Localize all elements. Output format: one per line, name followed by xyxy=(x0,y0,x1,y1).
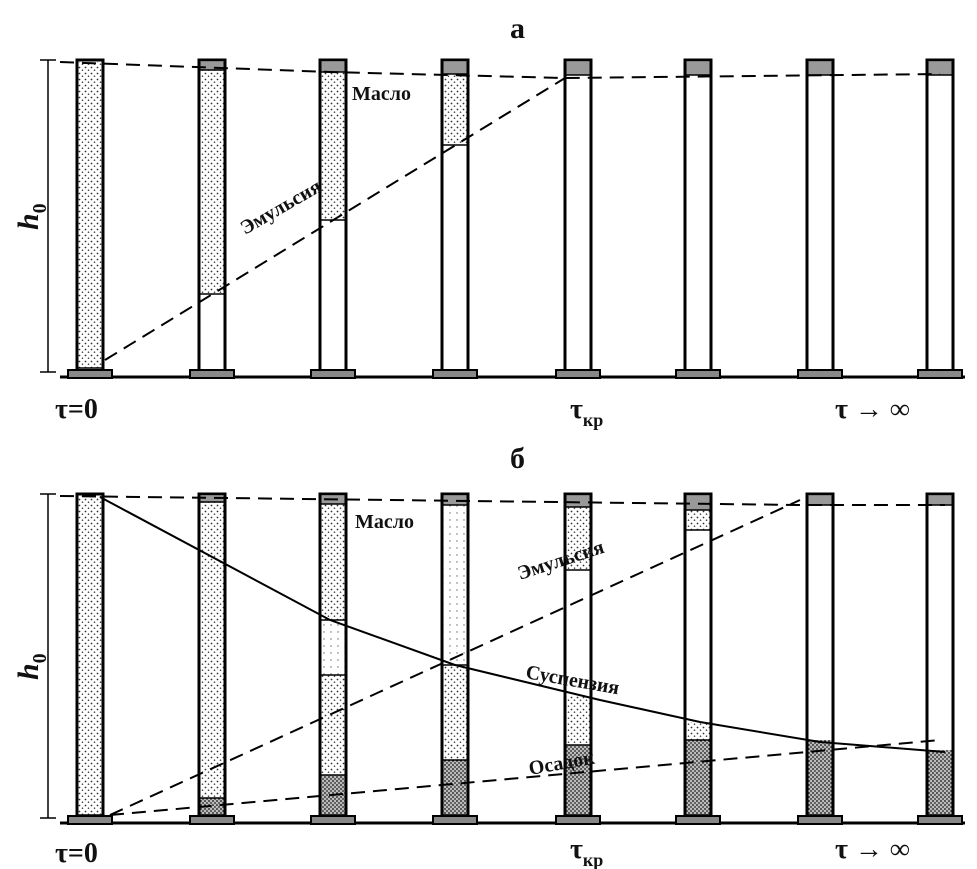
layer-fill xyxy=(320,62,346,72)
height-label: h0 xyxy=(12,203,51,230)
tube-fill xyxy=(807,60,833,372)
layer-fill xyxy=(442,496,468,505)
tube-base xyxy=(675,369,721,379)
layer-fill xyxy=(199,62,225,70)
tube-base xyxy=(797,815,843,825)
layer-fill xyxy=(320,72,346,220)
time-label: τкр xyxy=(570,834,603,869)
tube-base xyxy=(310,369,356,379)
layer-fill xyxy=(685,510,711,530)
tube-base xyxy=(189,369,235,379)
tube-base xyxy=(555,369,601,379)
layer-fill xyxy=(565,507,591,570)
layer-fill xyxy=(685,722,711,740)
layer-fill xyxy=(807,62,833,75)
layer-fill xyxy=(320,504,346,620)
drawing xyxy=(40,58,965,825)
layer-fill xyxy=(442,665,468,760)
panel-label: б xyxy=(510,442,525,475)
tube-fill xyxy=(927,60,953,372)
boundary-dash xyxy=(109,499,801,816)
layer-fill xyxy=(320,620,346,675)
layer-fill xyxy=(685,62,711,75)
layer-fill xyxy=(442,74,468,145)
layer-fill xyxy=(565,745,591,815)
tube-base xyxy=(432,815,478,825)
tube-fill xyxy=(685,60,711,372)
tube-base xyxy=(189,815,235,825)
layer-fill xyxy=(927,750,953,815)
layer-fill xyxy=(199,70,225,294)
layer-fill xyxy=(685,740,711,815)
layer-fill xyxy=(565,695,591,745)
boundary-dash xyxy=(59,495,945,506)
tube-base xyxy=(917,369,963,379)
layer-fill xyxy=(442,62,468,74)
layer-fill xyxy=(927,496,953,505)
tube-fill xyxy=(565,60,591,372)
boundary-dash xyxy=(109,739,941,816)
time-label: τ → ∞ xyxy=(835,834,910,865)
layer-label: Масло xyxy=(352,83,411,105)
layer-fill xyxy=(442,760,468,815)
panel-label: а xyxy=(510,12,525,45)
layer-label: Эмульсия xyxy=(515,536,607,585)
tube-base xyxy=(917,815,963,825)
time-label: τ=0 xyxy=(55,394,98,425)
tube-base xyxy=(310,815,356,825)
boundary-dash xyxy=(59,61,941,80)
tube-base xyxy=(675,815,721,825)
boundary-line xyxy=(99,496,946,753)
tube-base xyxy=(797,369,843,379)
tube-base xyxy=(67,369,113,379)
boundary-dash xyxy=(104,77,566,361)
layer-fill xyxy=(927,62,953,75)
layer-label: Эмульсия xyxy=(237,175,326,239)
layer-fill xyxy=(199,496,225,502)
tube-base xyxy=(555,815,601,825)
tube-base xyxy=(67,815,113,825)
layer-fill xyxy=(807,496,833,505)
layer-fill xyxy=(442,505,468,665)
layer-label: Масло xyxy=(355,511,414,533)
layer-fill xyxy=(199,502,225,798)
tube-base xyxy=(432,369,478,379)
layer-fill xyxy=(77,496,103,815)
layer-fill xyxy=(77,62,103,368)
layer-fill xyxy=(320,675,346,775)
layer-fill xyxy=(199,798,225,815)
time-label: τ=0 xyxy=(55,838,98,869)
time-label: τ → ∞ xyxy=(835,394,910,425)
layer-fill xyxy=(565,62,591,75)
time-label: τкр xyxy=(570,394,603,430)
height-label: h0 xyxy=(12,653,51,680)
